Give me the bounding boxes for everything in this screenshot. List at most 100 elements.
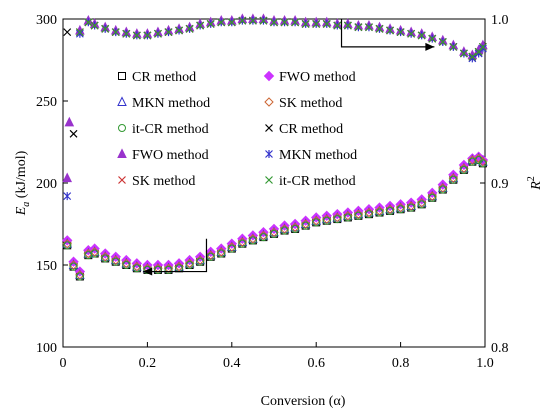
ea-point-it-cr-method [111, 257, 120, 266]
ea-point-it-cr-method [407, 203, 416, 212]
ea-point-it-cr-method [312, 218, 321, 227]
ea-point-it-cr-method [396, 205, 405, 214]
r2-series-fwo-method [62, 13, 488, 183]
r2-point-it-cr-method [248, 16, 257, 25]
r2-point-it-cr-method [280, 18, 289, 27]
legend-item-mkn-method: MKN method [117, 96, 210, 111]
ea-point-it-cr-method [280, 226, 289, 235]
legend-marker [265, 176, 273, 184]
ea-point-it-cr-method [322, 216, 331, 225]
r2-point-mkn-method [468, 54, 477, 63]
legend-label: FWO method [279, 70, 356, 85]
annotation-arrows [143, 19, 435, 276]
x-tick-label: 0.6 [307, 356, 325, 371]
ea-point-it-cr-method [354, 211, 363, 220]
r2-point-it-cr-method [101, 24, 110, 33]
y-axis-left-title-sub: a [21, 202, 32, 207]
legend-label: MKN method [279, 148, 357, 163]
ea-series-fwo-method [62, 151, 489, 277]
y-axis-left-title-unit: (kJ/mol) [14, 150, 29, 201]
r2-point-fwo-method [64, 116, 75, 127]
r2-point-cr-method [63, 28, 72, 37]
r2-point-it-cr-method [478, 42, 487, 51]
r2-point-it-cr-method [90, 21, 99, 30]
y-left-tick-label: 150 [36, 259, 57, 274]
ea-point-it-cr-method [375, 208, 384, 217]
legend-item-it-cr-method: it-CR method [118, 122, 209, 137]
ea-point-it-cr-method [343, 213, 352, 222]
legend-marker [118, 176, 126, 184]
r2-point-it-cr-method [291, 18, 300, 27]
plot-frame [62, 18, 486, 348]
ea-point-it-cr-method [217, 249, 226, 258]
legend-label: SK method [132, 174, 195, 189]
legend-marker [117, 148, 127, 158]
legend-item-fwo-method: FWO method [117, 148, 209, 163]
r2-point-it-cr-method [459, 49, 468, 58]
r2-axis-arrow [340, 19, 435, 51]
legend-label: it-CR method [132, 122, 209, 137]
ea-point-it-cr-method [63, 241, 72, 250]
ea-point-it-cr-method [301, 221, 310, 230]
y-right-tick-label: 0.8 [491, 341, 509, 356]
x-tick-label: 0 [60, 356, 67, 371]
r2-point-it-cr-method [75, 28, 84, 37]
r2-point-mkn-method [63, 192, 72, 201]
ea-point-it-cr-method [227, 244, 236, 253]
y-axis-right-title: R2 [526, 176, 544, 191]
r2-point-it-cr-method [259, 16, 268, 25]
r2-point-it-cr-method [417, 31, 426, 40]
ea-point-it-cr-method [101, 254, 110, 263]
ea-point-it-cr-method [428, 193, 437, 202]
r2-point-it-cr-method [428, 34, 437, 43]
x-tick-label: 1.0 [476, 356, 494, 371]
y-left-tick-label: 300 [36, 13, 57, 28]
legend-item-sk-method: SK method [264, 96, 342, 111]
axes [62, 18, 486, 348]
ea-point-it-cr-method [90, 249, 99, 258]
x-tick-label: 0.2 [139, 356, 157, 371]
r2-point-mkn-method [75, 29, 84, 38]
y-right-tick-label: 0.9 [491, 177, 509, 192]
legend-marker [118, 124, 126, 132]
r2-point-it-cr-method [396, 28, 405, 37]
ea-point-it-cr-method [291, 224, 300, 233]
legend-label: SK method [279, 96, 342, 111]
r2-point-it-cr-method [365, 23, 373, 32]
r2-point-it-cr-method [111, 28, 120, 37]
r2-point-it-cr-method [217, 18, 226, 27]
ea-point-it-cr-method [196, 257, 205, 266]
legend-label: MKN method [132, 96, 210, 111]
y-axis-left-title: Ea (kJ/mol) [14, 150, 32, 216]
ea-point-it-cr-method [206, 252, 215, 261]
r2-point-it-cr-method [343, 21, 352, 30]
y-axis-left-title-main: E [14, 206, 29, 216]
ea-point-it-cr-method [333, 215, 342, 224]
r2-point-it-cr-method [206, 19, 215, 28]
legend-marker [117, 96, 127, 106]
legend: CR method FWO method MKN method SK method it… [117, 70, 357, 189]
ea-point-it-cr-method [122, 261, 131, 269]
legend-marker [264, 97, 274, 107]
r2-point-mkn-method [478, 44, 487, 53]
y-right-tick-label: 1.0 [491, 13, 509, 28]
r2-point-it-cr-method [301, 19, 310, 28]
r2-point-it-cr-method [227, 18, 236, 27]
legend-label: CR method [132, 70, 196, 85]
r2-point-it-cr-method [84, 18, 93, 27]
legend-item-it-cr-method: it-CR method [265, 174, 356, 189]
r2-point-it-cr-method [196, 21, 205, 30]
ea-point-it-cr-method [270, 229, 278, 238]
r2-point-fwo-method [62, 172, 73, 183]
x-tick-label: 0.8 [392, 356, 410, 371]
r2-point-it-cr-method [270, 18, 278, 27]
ea-point-it-cr-method [478, 159, 487, 168]
legend-marker [263, 70, 275, 82]
r2-point-it-cr-method [333, 21, 342, 30]
r2-point-it-cr-method [386, 26, 394, 35]
ea-axis-arrow [143, 238, 208, 276]
ea-point-it-cr-method [164, 265, 173, 274]
data-points [62, 13, 489, 281]
